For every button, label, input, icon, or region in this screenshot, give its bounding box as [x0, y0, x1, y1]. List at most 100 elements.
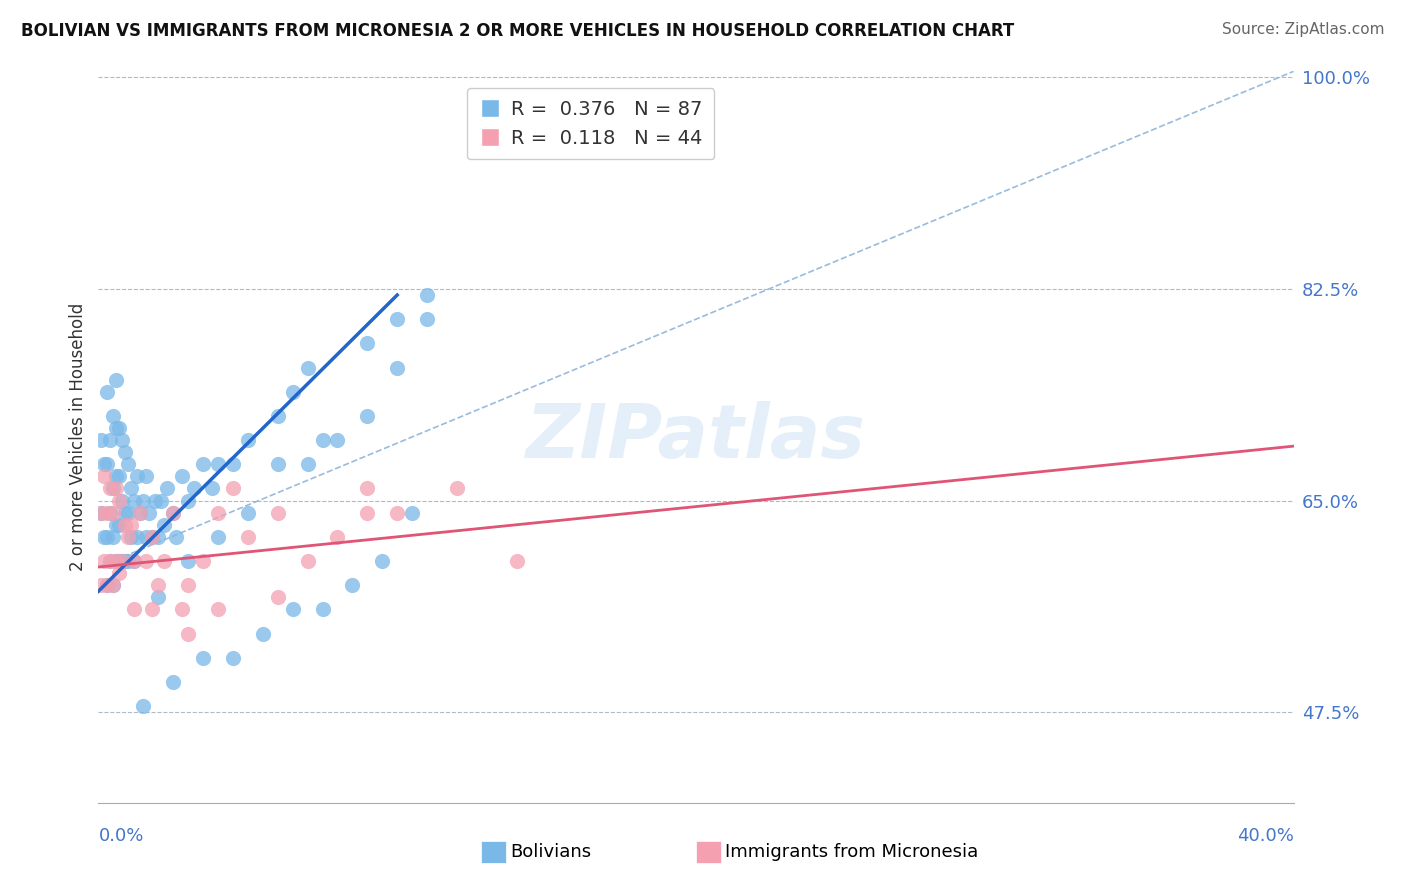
Point [141, 530, 163, 544]
Point [416, 312, 439, 326]
Point [96, 384, 118, 399]
Point [191, 457, 214, 471]
Point [111, 554, 134, 568]
Text: BOLIVIAN VS IMMIGRANTS FROM MICRONESIA 2 OR MORE VEHICLES IN HOUSEHOLD CORRELATI: BOLIVIAN VS IMMIGRANTS FROM MICRONESIA 2… [21, 22, 1014, 40]
Point [105, 554, 128, 568]
Text: Bolivians: Bolivians [510, 843, 592, 861]
Point [191, 650, 214, 665]
Point [267, 409, 290, 423]
Point [105, 482, 128, 496]
Point [114, 506, 136, 520]
Point [236, 433, 259, 447]
Point [90, 578, 112, 592]
Point [96, 530, 118, 544]
Point [153, 554, 176, 568]
Point [114, 517, 136, 532]
Point [124, 493, 146, 508]
Point [103, 578, 125, 592]
Point [148, 578, 170, 592]
Point [120, 517, 142, 532]
Point [177, 493, 200, 508]
Point [127, 530, 149, 544]
Point [105, 517, 128, 532]
Point [93, 554, 115, 568]
Point [177, 578, 200, 592]
Point [111, 554, 134, 568]
Point [207, 457, 229, 471]
Point [148, 591, 170, 605]
Point [311, 433, 333, 447]
Point [356, 482, 378, 496]
Point [105, 373, 128, 387]
Point [117, 554, 139, 568]
Point [135, 530, 157, 544]
Point [103, 506, 125, 520]
Point [117, 457, 139, 471]
Point [93, 530, 115, 544]
Point [326, 433, 349, 447]
Point [132, 699, 155, 714]
Point [90, 433, 112, 447]
Point [172, 602, 194, 616]
Point [103, 482, 125, 496]
Point [385, 360, 409, 375]
Point [93, 469, 115, 483]
Point [356, 409, 378, 423]
Point [267, 591, 290, 605]
Point [401, 506, 423, 520]
Point [506, 554, 529, 568]
Point [446, 482, 468, 496]
Point [124, 554, 146, 568]
Point [114, 554, 136, 568]
Point [267, 457, 290, 471]
Point [201, 482, 224, 496]
Point [177, 626, 200, 640]
Point [108, 421, 131, 435]
Point [98, 554, 122, 568]
Point [103, 578, 125, 592]
Point [222, 482, 245, 496]
Point [129, 506, 152, 520]
Point [117, 530, 139, 544]
Point [93, 457, 115, 471]
Point [311, 602, 333, 616]
Point [114, 445, 136, 459]
Point [153, 517, 176, 532]
Text: 0.0%: 0.0% [98, 827, 143, 845]
Point [141, 530, 163, 544]
Point [356, 506, 378, 520]
Point [222, 650, 245, 665]
Point [177, 554, 200, 568]
Point [297, 554, 319, 568]
Point [120, 530, 142, 544]
Point [385, 312, 409, 326]
Point [236, 506, 259, 520]
Point [135, 469, 157, 483]
Point [103, 530, 125, 544]
Point [108, 517, 131, 532]
Point [150, 493, 173, 508]
Point [108, 566, 131, 580]
Point [267, 506, 290, 520]
Point [222, 457, 245, 471]
Point [108, 493, 131, 508]
Point [371, 554, 394, 568]
Point [326, 530, 349, 544]
Point [416, 288, 439, 302]
Point [143, 493, 166, 508]
Point [356, 336, 378, 351]
Point [98, 482, 122, 496]
Point [98, 433, 122, 447]
Point [297, 457, 319, 471]
Point [105, 554, 128, 568]
Point [172, 469, 194, 483]
Point [156, 482, 179, 496]
Point [124, 602, 146, 616]
Point [207, 506, 229, 520]
Point [342, 578, 364, 592]
Point [191, 554, 214, 568]
Point [385, 506, 409, 520]
Point [162, 674, 184, 689]
Point [98, 506, 122, 520]
Point [90, 506, 112, 520]
